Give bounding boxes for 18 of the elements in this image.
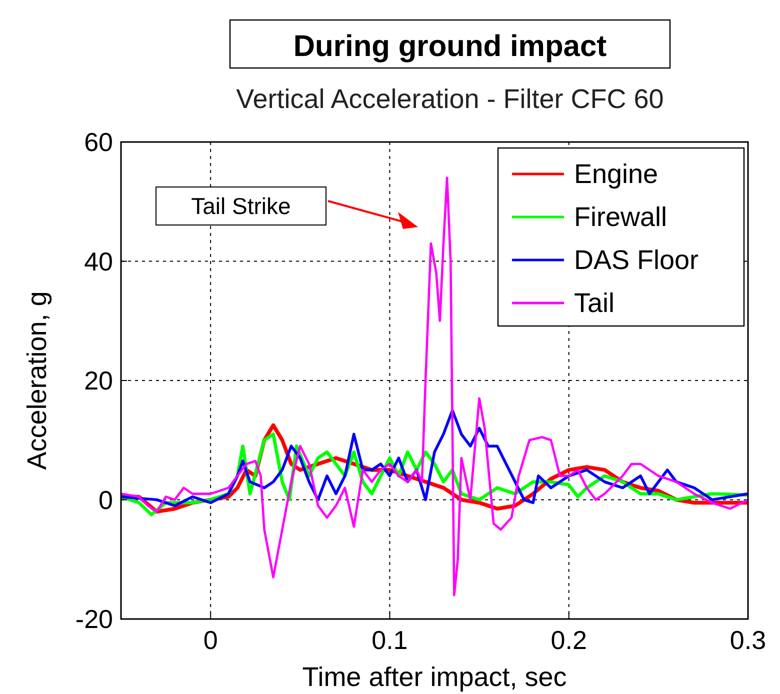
y-tick-label: 0 xyxy=(98,484,113,515)
chart-title: During ground impact xyxy=(293,30,607,63)
legend-label: Firewall xyxy=(574,202,668,232)
annotation: Tail Strike xyxy=(191,193,291,219)
x-tick-label: 0.1 xyxy=(372,625,408,655)
x-tick-label: 0 xyxy=(203,625,218,655)
legend-label: DAS Floor xyxy=(574,245,699,275)
y-tick-label: -20 xyxy=(75,604,113,634)
y-tick-label: 20 xyxy=(84,366,113,396)
legend-label: Engine xyxy=(574,159,658,189)
x-axis-title: Time after impact, sec xyxy=(302,662,567,692)
y-axis-title: Acceleration, g xyxy=(22,291,52,470)
legend-label: Tail xyxy=(574,288,615,318)
x-tick-label: 0.3 xyxy=(730,625,766,655)
x-tick-label: 0.2 xyxy=(550,625,587,655)
chart-subtitle: Vertical Acceleration - Filter CFC 60 xyxy=(236,84,664,114)
y-tick-label: 60 xyxy=(84,127,113,157)
y-tick-label: 40 xyxy=(84,246,113,276)
